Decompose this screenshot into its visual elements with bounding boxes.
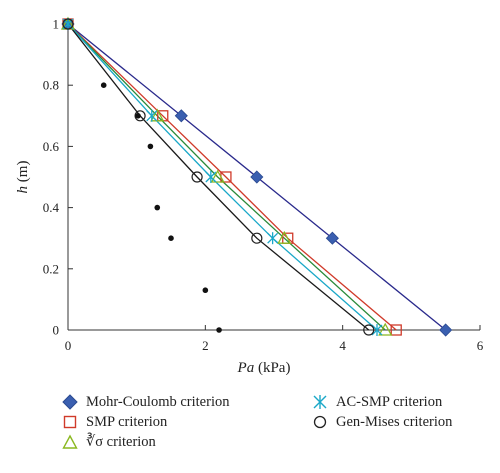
- chart: 0 2 4 6 0 0.2 0.4 0.6 0.8 1 Pa (kPa) h (m): [15, 17, 484, 377]
- legend-item-cube-root-sigma: ∛σ criterion: [62, 432, 156, 452]
- y-tick-label: 0.4: [43, 200, 60, 215]
- point-4-3: [251, 232, 263, 244]
- legend-item-smp: SMP criterion: [62, 412, 167, 432]
- series-line-2: [67, 23, 386, 331]
- y-tick-label: 0: [53, 323, 60, 338]
- asterisk-icon: [312, 394, 328, 410]
- x-tick-label: 4: [339, 338, 346, 353]
- filled-diamond-icon: [62, 394, 78, 410]
- x-tick-label: 0: [65, 338, 72, 353]
- point-3-1: [146, 109, 158, 122]
- point-0-2: [250, 170, 264, 184]
- y-tick-label: 0.8: [43, 78, 59, 93]
- point-2-1: [150, 108, 165, 122]
- point-4-1: [134, 110, 146, 122]
- series-line-1: [67, 23, 397, 331]
- point-5-5: [202, 287, 209, 294]
- y-tick-label: 0.6: [43, 139, 60, 154]
- point-2-4: [378, 322, 393, 336]
- series-line-4: [67, 23, 370, 331]
- legend-label: AC-SMP criterion: [336, 393, 443, 410]
- legend-item-mohr-coulomb: Mohr-Coulomb criterion: [62, 392, 229, 412]
- legend-item-ac-smp: AC-SMP criterion: [312, 392, 442, 412]
- series-line-3: [67, 23, 378, 331]
- point-5-6: [216, 327, 222, 333]
- point-5-0: [100, 82, 107, 88]
- point-3-4: [371, 324, 383, 336]
- point-4-4: [363, 324, 375, 336]
- legend-label: Gen-Mises criterion: [336, 413, 453, 430]
- open-triangle-icon: [62, 434, 78, 450]
- x-axis-title: Pa (kPa): [237, 360, 291, 376]
- point-0-1: [174, 109, 188, 123]
- point-0-3: [325, 231, 339, 245]
- legend-label: Mohr-Coulomb criterion: [86, 393, 230, 410]
- point-3-3: [267, 232, 279, 245]
- legend-label: SMP criterion: [86, 413, 168, 430]
- y-tick-label: 0.2: [43, 261, 59, 276]
- point-5-2: [147, 143, 154, 150]
- point-5-1: [135, 113, 141, 119]
- legend-item-gen-mises: Gen-Mises criterion: [312, 412, 452, 432]
- y-tick-label: 1: [53, 17, 60, 32]
- point-0-4: [439, 323, 453, 337]
- point-4-2: [191, 171, 203, 183]
- point-5-3: [154, 204, 161, 211]
- legend: Mohr-Coulomb criterion SMP criterion ∛σ …: [62, 392, 492, 462]
- open-circle-icon: [312, 414, 328, 430]
- point-1-4: [390, 324, 402, 336]
- x-tick-label: 6: [477, 338, 484, 353]
- point-4-0: [62, 18, 74, 30]
- x-tick-label: 2: [202, 338, 209, 353]
- point-2-3: [277, 230, 292, 244]
- open-square-icon: [62, 414, 78, 430]
- point-5-4: [168, 235, 174, 241]
- point-2-2: [210, 169, 225, 183]
- legend-label: ∛σ criterion: [86, 433, 156, 450]
- y-axis-title: h (m): [15, 161, 31, 194]
- point-3-2: [205, 171, 217, 183]
